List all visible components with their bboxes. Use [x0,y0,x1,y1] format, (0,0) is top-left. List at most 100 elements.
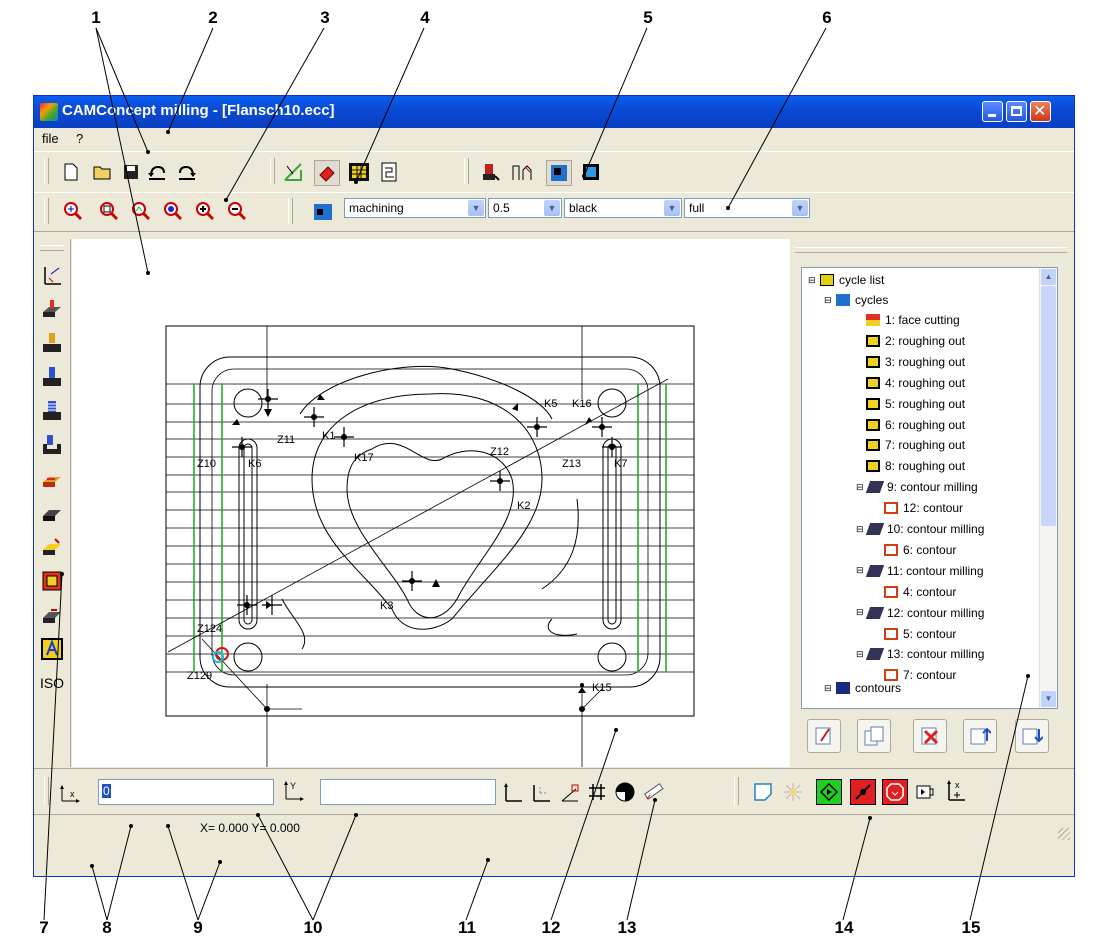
zoom-pan-icon[interactable] [162,200,184,222]
machine-zero-icon[interactable]: x [944,779,966,801]
toolbar-grip[interactable] [464,158,469,184]
toolbar-grip[interactable] [44,198,49,224]
delete-cycle-button[interactable] [913,719,947,753]
collapse-icon[interactable]: ⊟ [856,607,864,618]
chevron-down-icon[interactable]: ▼ [792,200,808,216]
layer-select[interactable]: machining ▼ [344,198,486,218]
save-icon[interactable] [120,161,142,183]
layer-color-icon[interactable] [312,201,334,223]
explode-icon[interactable] [782,781,804,803]
chevron-down-icon[interactable]: ▼ [468,200,484,216]
menu-file[interactable]: file [42,131,59,146]
redo-icon[interactable] [176,161,198,183]
tree-contours-node[interactable]: ⊟ contours [824,678,901,698]
relative-coords-icon[interactable] [530,781,552,803]
zoom-all-icon[interactable] [62,200,84,222]
tree-item[interactable]: 1: face cutting [866,310,960,330]
tree-item[interactable]: 5: contour [884,624,956,644]
title-bar[interactable]: CAMConcept milling - [Flansch10.ecc] ✕ [34,96,1074,128]
deep-drilling-icon[interactable] [40,365,64,389]
contour-select-icon[interactable] [752,781,774,803]
tree-cycles-node[interactable]: ⊟ cycles [824,290,888,310]
iso-code-button[interactable]: ISO [39,675,65,691]
tree-item[interactable]: 3: roughing out [866,352,965,372]
open-folder-icon[interactable] [92,161,114,183]
line-style-select[interactable]: full ▼ [684,198,810,218]
measure-icon[interactable] [642,781,664,803]
contour-milling-icon[interactable] [40,603,64,627]
drilling-icon[interactable] [40,331,64,355]
tree-item[interactable]: ⊟ 9: contour milling [856,477,978,497]
toolbar-grip[interactable] [270,158,275,184]
toolbar-grip[interactable] [44,158,49,184]
tool-path-toggle-icon[interactable] [850,779,876,805]
tree-item[interactable]: 7: contour [884,665,956,685]
copy-cycle-button[interactable] [857,719,891,753]
tree-root[interactable]: ⊟ cycle list [808,270,884,290]
zoom-window-icon[interactable] [98,200,120,222]
tree-item[interactable]: 8: roughing out [866,456,965,476]
start-simulation-icon[interactable] [816,779,842,805]
nc-program-icon[interactable] [378,161,400,183]
collapse-icon[interactable]: ⊟ [856,565,864,576]
pocket-milling-icon[interactable] [40,433,64,457]
edit-cycle-button[interactable] [807,719,841,753]
tool-library-icon[interactable] [480,161,502,183]
tree-item[interactable]: 12: contour [884,498,963,518]
zoom-in-icon[interactable] [194,200,216,222]
absolute-coords-icon[interactable] [502,781,524,803]
scroll-down-button[interactable]: ▼ [1041,691,1056,707]
simulation-grid-icon[interactable] [348,161,370,183]
coordinate-axes-icon[interactable] [40,263,64,287]
tree-item[interactable]: ⊟ 13: contour milling [856,644,984,664]
new-file-icon[interactable] [60,161,82,183]
color-select[interactable]: black ▼ [564,198,682,218]
collapse-icon[interactable]: ⊟ [856,523,864,534]
cycle-tree[interactable]: ⊟ cycle list ⊟ cycles 1: face cutting 2: … [801,267,1058,709]
tree-scrollbar[interactable]: ▲ ▼ [1039,268,1057,708]
scroll-up-button[interactable]: ▲ [1041,269,1056,285]
tree-item[interactable]: 5: roughing out [866,394,965,414]
zoom-out-icon[interactable] [226,200,248,222]
snap-point-icon[interactable] [614,781,636,803]
move-cycle-down-button[interactable] [1015,719,1049,753]
x-coordinate-input[interactable]: 0 [98,779,274,805]
zoom-previous-icon[interactable] [130,200,152,222]
tree-item[interactable]: 7: roughing out [866,435,965,455]
select-element-icon[interactable] [282,161,304,183]
program-output-icon[interactable] [914,781,936,803]
tree-item[interactable]: 2: roughing out [866,331,965,351]
tree-item[interactable]: ⊟ 10: contour milling [856,519,984,539]
move-cycle-up-button[interactable] [963,719,997,753]
rectangle-pocket-icon[interactable] [40,569,64,593]
workpiece-zero-icon[interactable] [580,161,602,183]
engraving-text-icon[interactable] [40,637,64,661]
tree-item[interactable]: 6: roughing out [866,415,965,435]
grid-icon[interactable] [586,781,608,803]
polar-coords-icon[interactable] [558,781,580,803]
undo-icon[interactable] [146,161,168,183]
toolbar-grip[interactable] [288,198,293,224]
workpiece-drawing[interactable]: K5 K16 K1 K17 Z11 Z10 K6 Z12 Z13 K7 K2 K… [72,239,790,767]
collapse-icon[interactable]: ⊟ [856,481,864,492]
roughing-icon[interactable] [40,467,64,491]
contour-pocket-icon[interactable] [40,535,64,559]
collapse-icon[interactable]: ⊟ [824,294,832,305]
menu-help[interactable]: ? [76,131,84,146]
maximize-button[interactable] [1006,101,1027,122]
tree-item[interactable]: 4: contour [884,582,956,602]
stop-simulation-icon[interactable] [882,779,908,805]
machining-mode-icon[interactable] [314,160,340,186]
close-button[interactable]: ✕ [1030,101,1051,122]
workpiece-view-icon[interactable] [546,160,572,186]
tree-item[interactable]: ⊟ 12: contour milling [856,603,984,623]
collapse-icon[interactable]: ⊟ [808,274,816,285]
drawing-canvas[interactable]: K5 K16 K1 K17 Z11 Z10 K6 Z12 Z13 K7 K2 K… [72,239,790,767]
toolbar-grip[interactable] [44,777,49,805]
line-width-select[interactable]: 0.5 ▼ [488,198,562,218]
y-coordinate-input[interactable] [320,779,496,805]
tapping-icon[interactable] [40,399,64,423]
scroll-thumb[interactable] [1041,286,1056,526]
minimize-button[interactable] [982,101,1003,122]
collapse-icon[interactable]: ⊟ [856,648,864,659]
